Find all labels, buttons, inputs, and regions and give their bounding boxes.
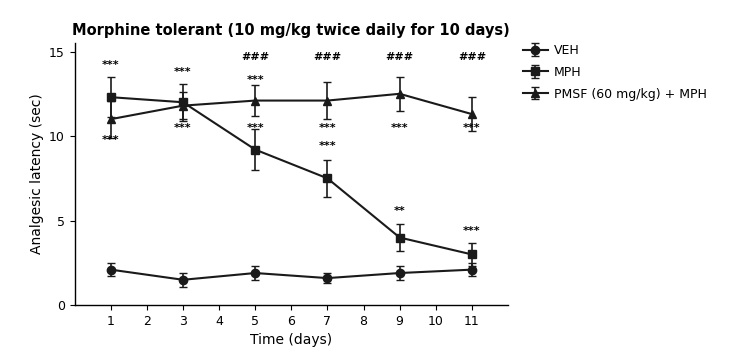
Text: ***: *** [102, 60, 120, 70]
Text: ***: *** [174, 67, 192, 77]
Legend: VEH, MPH, PMSF (60 mg/kg) + MPH: VEH, MPH, PMSF (60 mg/kg) + MPH [523, 44, 707, 101]
Text: ***: *** [319, 123, 336, 133]
Text: ###: ### [241, 52, 269, 62]
Title: Morphine tolerant (10 mg/kg twice daily for 10 days): Morphine tolerant (10 mg/kg twice daily … [72, 23, 510, 38]
Text: ***: *** [463, 123, 480, 133]
Text: ###: ### [385, 52, 414, 62]
Y-axis label: Analgesic latency (sec): Analgesic latency (sec) [30, 94, 43, 255]
Text: ***: *** [247, 75, 264, 85]
Text: ###: ### [458, 52, 486, 62]
Text: ***: *** [391, 123, 409, 133]
Text: ***: *** [102, 135, 120, 145]
Text: ***: *** [319, 141, 336, 151]
Text: ###: ### [314, 52, 341, 62]
Text: ***: *** [463, 226, 480, 236]
X-axis label: Time (days): Time (days) [250, 334, 332, 348]
Text: ***: *** [174, 123, 192, 133]
Text: ***: *** [247, 123, 264, 133]
Text: **: ** [394, 206, 406, 215]
